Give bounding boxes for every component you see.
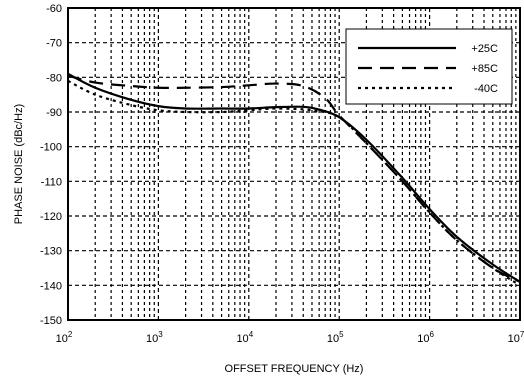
legend-label: -40C [474, 83, 498, 95]
x-tick-label: 106 [417, 330, 434, 345]
y-tick-label: -60 [46, 3, 62, 15]
y-tick-label: -110 [41, 176, 62, 188]
x-tick-base: 10 [327, 333, 339, 345]
x-tick-label: 102 [56, 330, 73, 345]
x-axis-label: OFFSET FREQUENCY (Hz) [225, 363, 364, 375]
x-tick-label: 107 [508, 330, 524, 345]
y-tick-label: -130 [40, 246, 62, 258]
y-tick-label: -70 [46, 38, 62, 50]
x-tick-exponent: 6 [429, 330, 434, 339]
x-tick-base: 10 [56, 333, 68, 345]
x-tick-labels: 102 103 104 105 106 107 [56, 330, 524, 345]
x-tick-exponent: 5 [339, 330, 344, 339]
x-tick-label: 105 [327, 330, 344, 345]
x-tick-exponent: 4 [249, 330, 254, 339]
y-tick-label: -150 [40, 315, 62, 327]
y-tick-labels: -60 -70 -80 -90 -100 -110 -120 -130 -140 -150 [40, 3, 62, 327]
series-line-solid [67, 72, 521, 283]
y-tick-label: -120 [40, 211, 62, 223]
legend-label: +85C [471, 63, 498, 75]
series-line-dotted [67, 79, 521, 287]
x-tick-base: 10 [417, 333, 429, 345]
plot-frame [67, 7, 521, 321]
series-lines [67, 72, 521, 287]
y-tick-label: -90 [46, 107, 62, 119]
x-tick-exponent: 3 [158, 330, 163, 339]
y-tick-label: -140 [40, 280, 62, 292]
x-tick-base: 10 [236, 333, 248, 345]
y-axis-label: PHASE NOISE (dBc/Hz) [13, 104, 25, 224]
legend: +25C +85C -40C [345, 28, 513, 105]
legend-label: +25C [471, 43, 498, 55]
grid [67, 7, 521, 321]
x-tick-exponent: 7 [520, 330, 524, 339]
y-tick-label: -100 [40, 142, 62, 154]
x-tick-base: 10 [508, 333, 520, 345]
x-tick-label: 103 [146, 330, 163, 345]
legend-box [345, 28, 513, 105]
x-tick-base: 10 [146, 333, 158, 345]
x-tick-exponent: 2 [68, 330, 73, 339]
x-tick-label: 104 [236, 330, 253, 345]
y-tick-label: -80 [46, 72, 62, 84]
